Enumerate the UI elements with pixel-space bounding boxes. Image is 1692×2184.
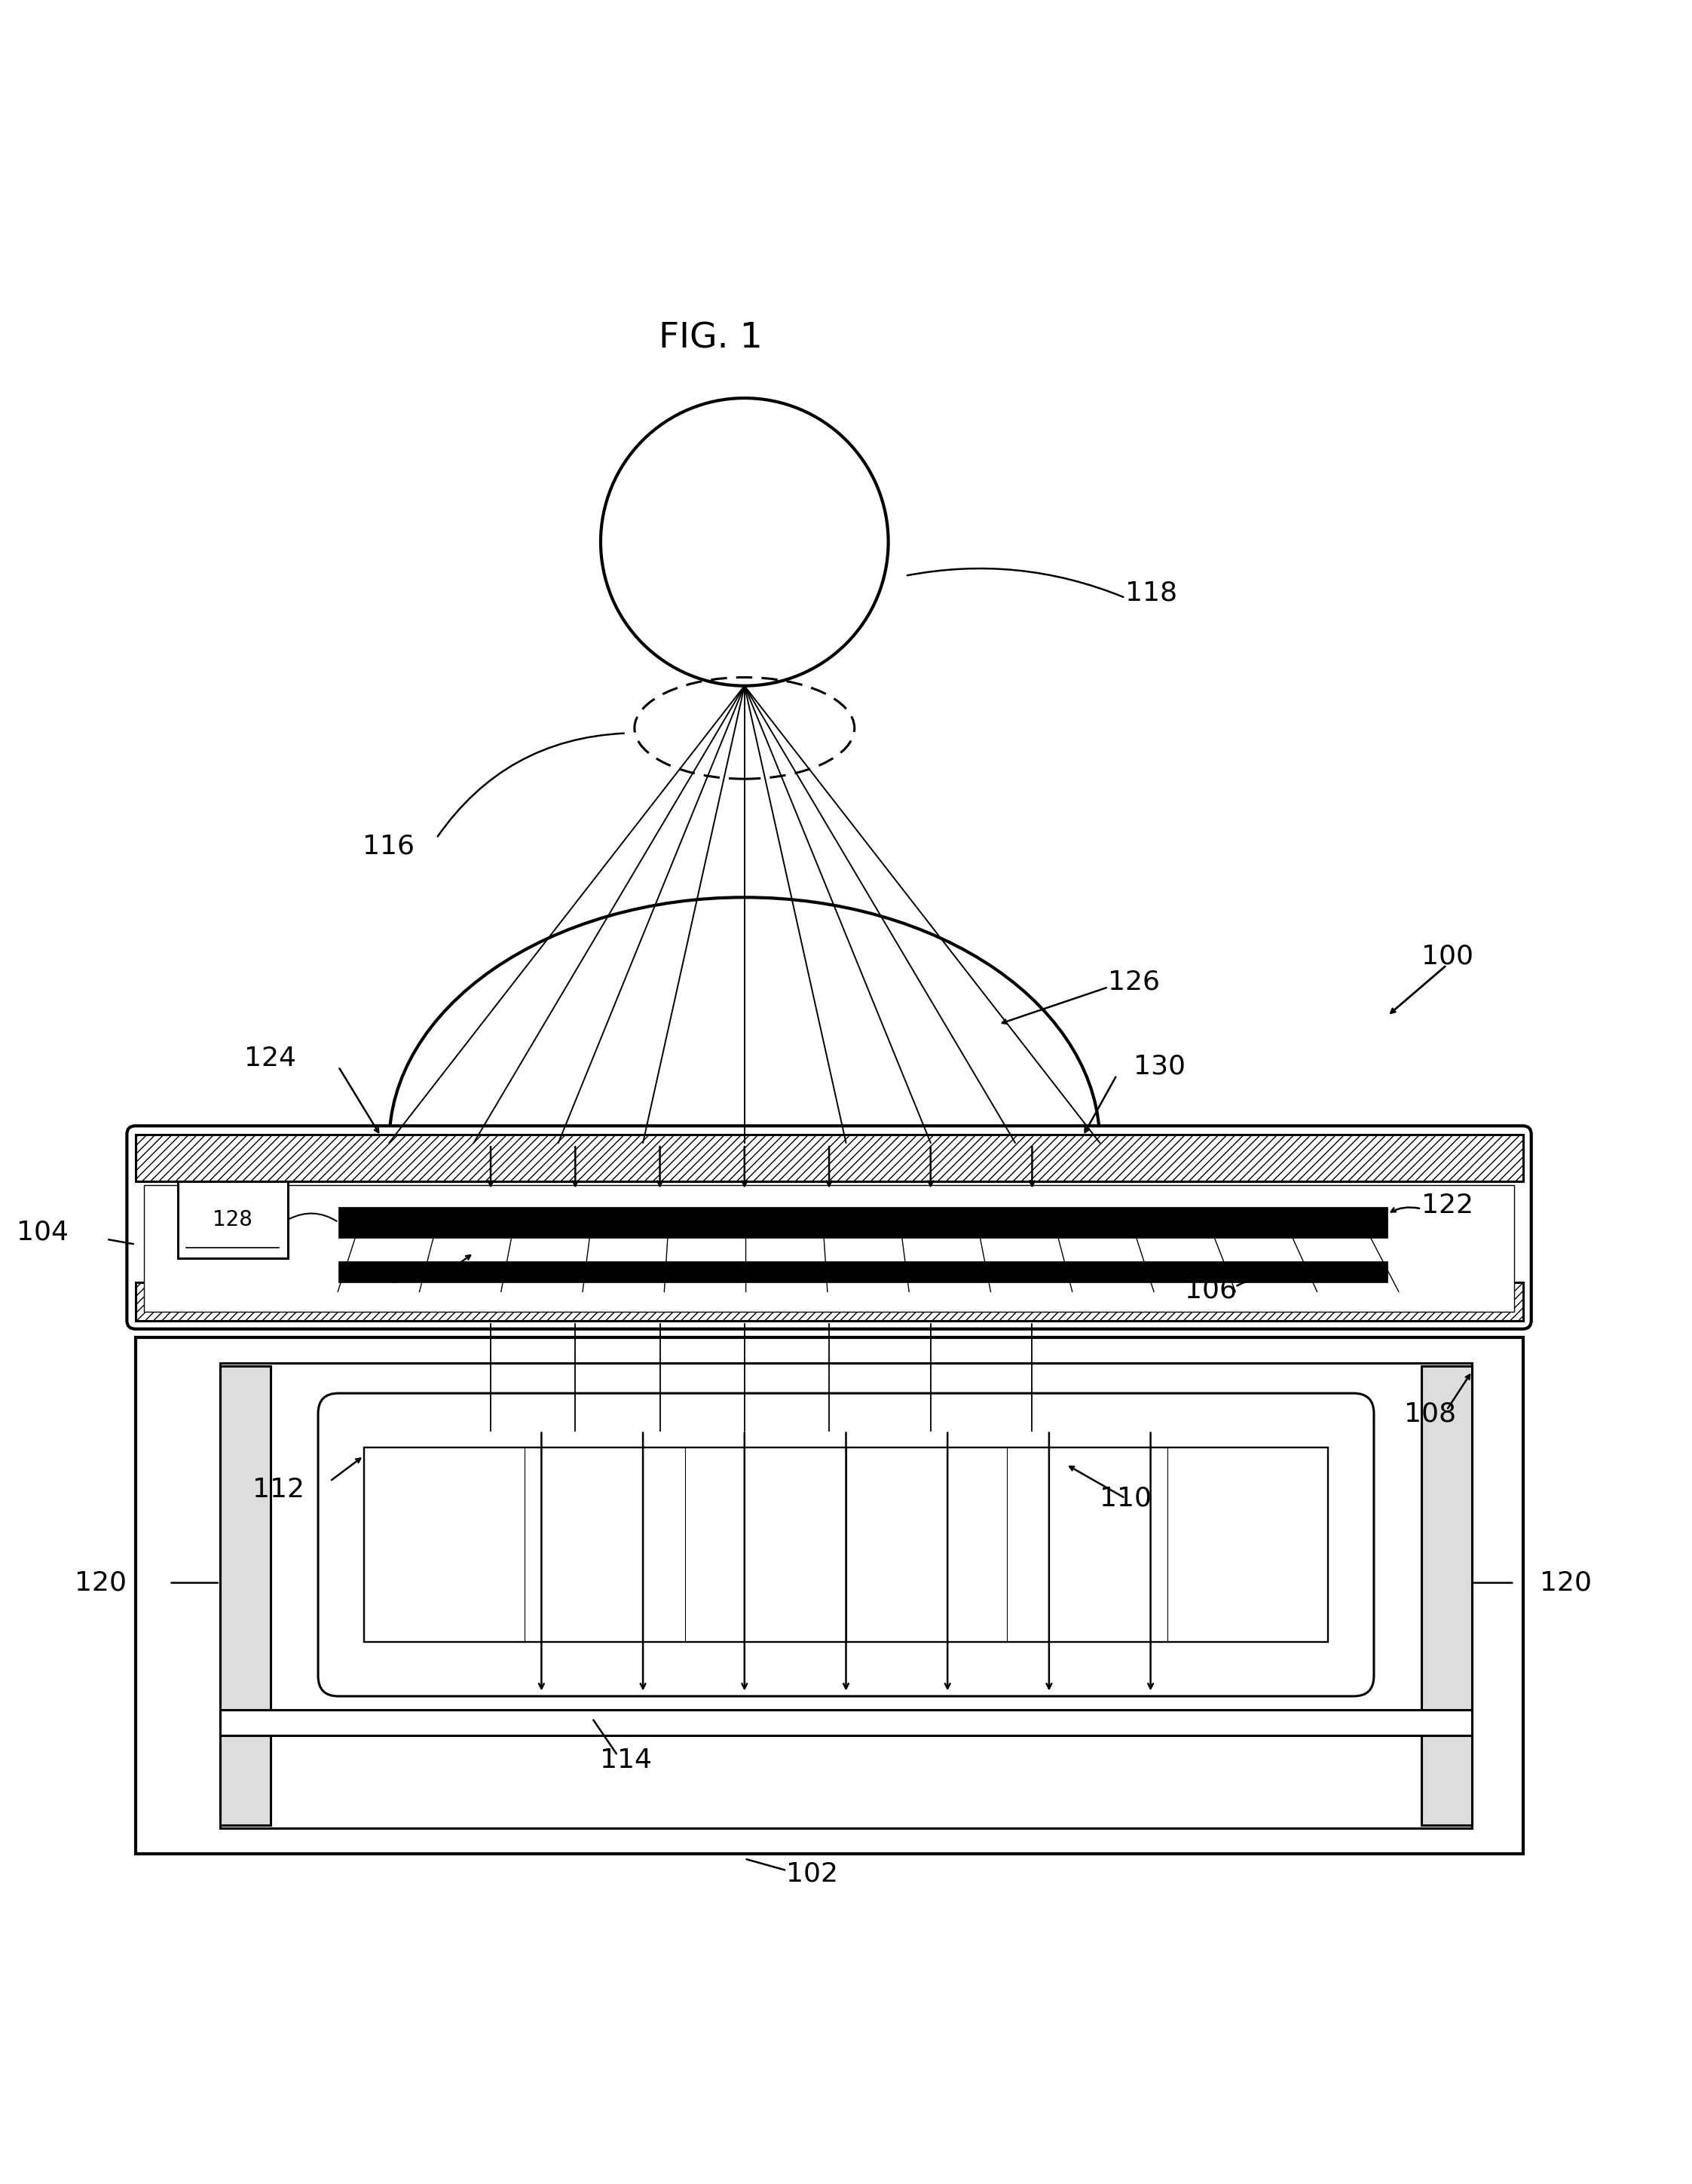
Text: 102: 102 (787, 1861, 838, 1887)
Text: 126: 126 (1108, 970, 1161, 994)
Text: 106: 106 (1184, 1278, 1237, 1304)
Text: FIG. 1: FIG. 1 (658, 321, 763, 356)
FancyBboxPatch shape (127, 1125, 1531, 1328)
Text: 108: 108 (1404, 1400, 1457, 1426)
Text: 124: 124 (244, 1046, 296, 1070)
Text: 120: 120 (1540, 1570, 1592, 1597)
Text: 110: 110 (1100, 1485, 1152, 1511)
Text: 114: 114 (601, 1747, 651, 1773)
Bar (135, 1337, 1523, 1854)
Text: 122: 122 (1421, 1192, 1474, 1219)
Bar (144, 1186, 1514, 1313)
Bar (178, 1182, 288, 1258)
Bar (364, 1448, 1328, 1642)
Bar (338, 1260, 1387, 1282)
Text: 130: 130 (1134, 1055, 1186, 1079)
Text: 116: 116 (362, 834, 415, 860)
Bar (220, 1363, 1472, 1828)
Text: 128: 128 (213, 1210, 252, 1230)
Text: 118: 118 (1125, 581, 1178, 605)
Text: 100: 100 (1421, 943, 1474, 970)
Text: 132: 132 (371, 1262, 423, 1289)
Bar (1421, 1367, 1472, 1826)
Bar (338, 1208, 1387, 1238)
Text: 112: 112 (252, 1476, 305, 1503)
Text: 120: 120 (74, 1570, 127, 1597)
FancyBboxPatch shape (318, 1393, 1374, 1697)
Bar (220, 1367, 271, 1826)
Bar (220, 1710, 1472, 1734)
Text: 104: 104 (17, 1219, 68, 1245)
Bar (135, 1133, 1523, 1182)
Bar (135, 1282, 1523, 1321)
